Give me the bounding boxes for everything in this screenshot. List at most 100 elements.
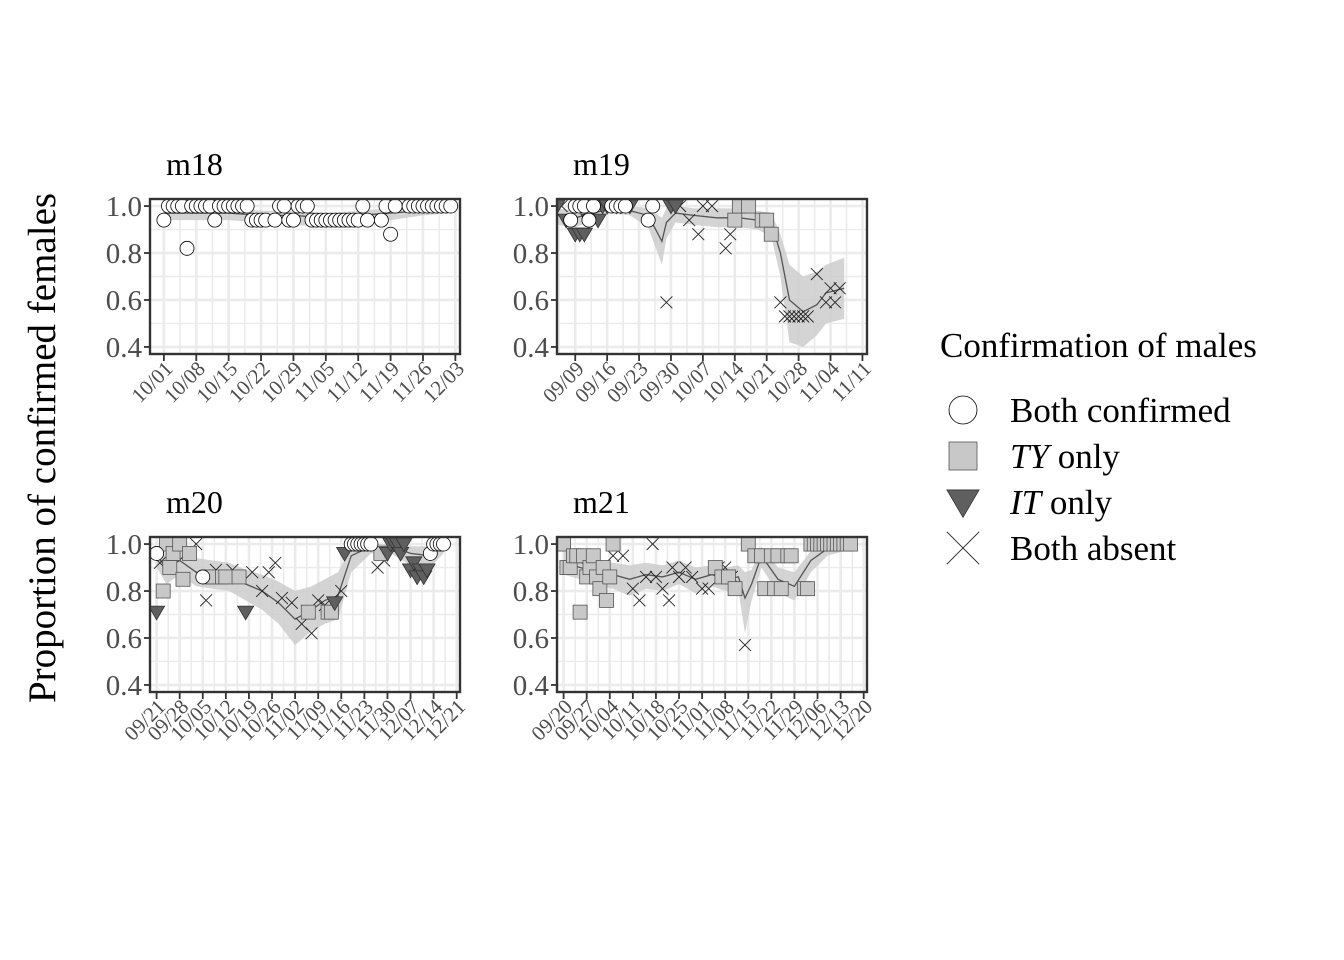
y-tick-label: 0.6 <box>513 285 549 317</box>
point-it <box>325 596 344 612</box>
y-tick-label: 0.4 <box>106 670 143 702</box>
point-absent <box>275 591 289 605</box>
point-absent <box>778 310 792 323</box>
point-absent <box>262 565 275 579</box>
point-absent <box>695 582 709 595</box>
point-absent <box>255 584 269 598</box>
y-tick-label: 0.6 <box>513 623 549 655</box>
point-absent <box>199 594 213 607</box>
y-tick-label: 0.4 <box>106 332 143 364</box>
point-both <box>586 199 601 214</box>
point-both <box>645 199 661 214</box>
point-absent <box>666 561 679 574</box>
point-absent <box>774 296 787 309</box>
point-absent <box>660 296 673 309</box>
legend-label-both: Both confirmed <box>1010 391 1231 430</box>
point-both <box>436 537 451 552</box>
point-absent <box>646 537 659 551</box>
point-ty <box>599 593 614 608</box>
point-it <box>150 605 166 621</box>
point-absent <box>649 570 663 584</box>
legend-item-it: IT only <box>946 483 1113 522</box>
series-ty <box>727 199 779 242</box>
legend-label-rest: only <box>1041 483 1112 522</box>
panel-border <box>148 535 462 694</box>
point-both <box>239 199 255 214</box>
point-both <box>383 226 398 242</box>
point-absent <box>792 310 805 323</box>
panel-title: m19 <box>573 146 630 182</box>
plot-area <box>156 199 459 256</box>
point-ty <box>773 581 789 597</box>
panel-border <box>555 197 869 356</box>
point-ty <box>843 537 858 552</box>
y-tick-label: 0.8 <box>513 576 549 608</box>
y-tick-label: 0.8 <box>106 238 142 270</box>
y-axis-label: Proportion of confirmed females <box>21 193 64 703</box>
panel-border <box>555 535 869 694</box>
point-both <box>276 199 292 214</box>
point-absent <box>738 638 752 652</box>
point-both <box>267 212 283 228</box>
point-absent <box>616 549 630 563</box>
panel-m18: 0.40.60.81.010/0110/0810/1510/2210/2911/… <box>106 146 469 407</box>
point-absent <box>833 281 846 295</box>
legend-label-it: IT only <box>1009 483 1113 522</box>
legend-label-italic: TY <box>1010 437 1052 476</box>
point-absent <box>719 242 732 255</box>
point-ty <box>162 560 178 575</box>
point-absent <box>783 310 796 323</box>
point-both <box>443 199 459 214</box>
point-absent <box>662 594 676 607</box>
point-ty <box>182 546 197 561</box>
legend-item-ty: TY only <box>948 437 1120 476</box>
point-absent <box>824 281 837 295</box>
point-both <box>207 212 223 228</box>
point-absent <box>723 227 737 241</box>
legend-key-ty <box>948 441 978 471</box>
point-absent <box>626 582 640 595</box>
point-ty <box>175 571 191 587</box>
plot-area <box>557 537 858 652</box>
plot-area <box>557 199 846 347</box>
point-absent <box>269 556 282 570</box>
series-both <box>563 199 661 228</box>
legend-title: Confirmation of males <box>940 326 1257 365</box>
point-both <box>387 199 403 214</box>
legend-key-it <box>946 489 980 519</box>
point-absent <box>801 310 815 323</box>
legend-key-both <box>948 395 978 425</box>
point-both <box>373 212 389 228</box>
panel-border <box>148 197 462 356</box>
point-ty <box>572 604 588 620</box>
y-tick-label: 0.6 <box>106 623 142 655</box>
point-absent <box>639 570 653 584</box>
y-tick-label: 1.0 <box>513 191 549 223</box>
panel-title: m21 <box>573 484 630 520</box>
point-it <box>557 199 566 215</box>
point-absent <box>633 594 646 607</box>
point-both <box>150 546 164 561</box>
y-tick-label: 0.4 <box>513 332 550 364</box>
point-both <box>355 199 371 214</box>
point-absent <box>682 213 696 227</box>
point-it <box>418 563 436 579</box>
point-both <box>617 199 633 214</box>
y-tick-label: 0.8 <box>106 576 142 608</box>
point-absent <box>705 199 719 213</box>
legend-label-italic: IT <box>1009 483 1044 522</box>
point-ty <box>759 212 775 228</box>
point-absent <box>796 310 810 323</box>
y-tick-label: 0.6 <box>106 285 142 317</box>
point-ty <box>741 199 756 214</box>
legend-label-ty: TY only <box>1010 437 1120 476</box>
point-ty <box>218 569 234 585</box>
point-it <box>236 605 255 621</box>
series-both <box>156 199 459 256</box>
point-ty <box>783 548 799 564</box>
panel-title: m18 <box>166 146 223 182</box>
point-absent <box>656 582 669 595</box>
confidence-band <box>156 544 444 645</box>
